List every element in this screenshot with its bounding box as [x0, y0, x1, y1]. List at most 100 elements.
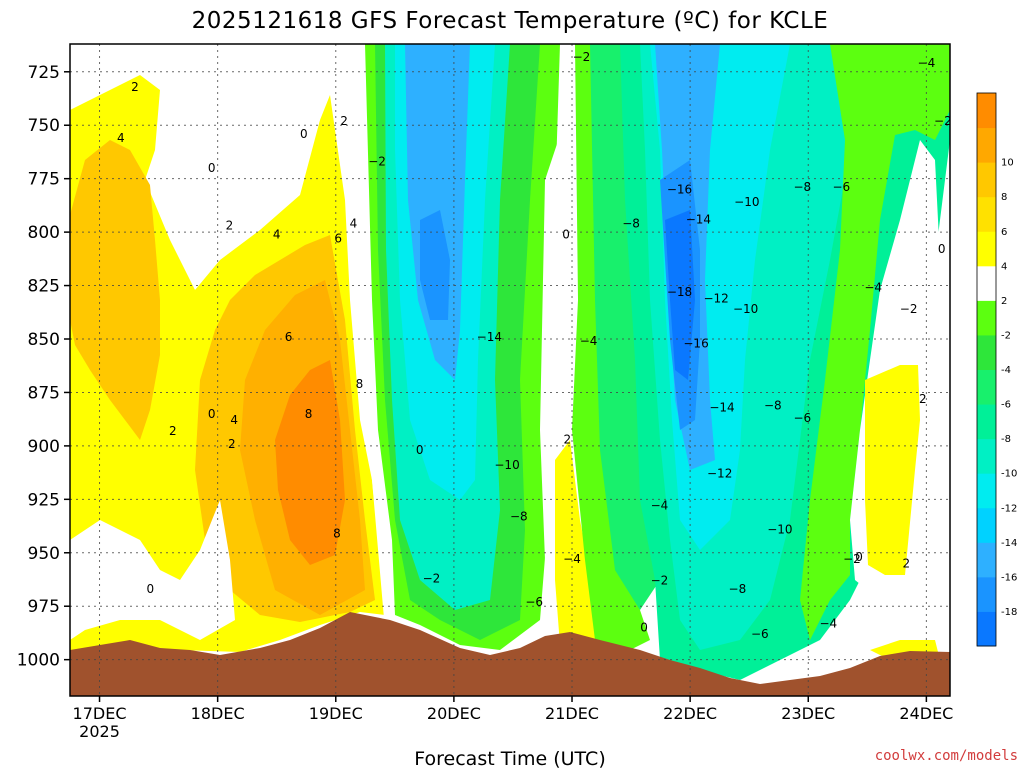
- contour-label: −8: [622, 217, 640, 231]
- colorbar-swatch: [977, 265, 996, 301]
- x-axis-label: Forecast Time (UTC): [414, 748, 605, 768]
- contour-label: 2: [340, 114, 348, 128]
- y-tick-label: 725: [28, 63, 60, 83]
- contour-label: −4: [651, 499, 669, 513]
- contour-label: −4: [819, 616, 837, 630]
- contour-label: −18: [667, 285, 692, 299]
- y-tick-label: 750: [28, 116, 60, 136]
- contour-label: 0: [562, 227, 570, 241]
- y-tick-label: 900: [28, 437, 60, 457]
- contour-label: 6: [285, 330, 293, 344]
- contour-label: −16: [683, 336, 708, 350]
- y-tick-label: 975: [28, 597, 60, 617]
- contour-label: −12: [703, 291, 728, 305]
- colorbar-swatch: [977, 542, 996, 578]
- y-tick-label: 925: [28, 490, 60, 510]
- contour-label: −6: [793, 411, 811, 425]
- contour-label: 8: [356, 377, 364, 391]
- contour-label: −8: [510, 509, 528, 523]
- colorbar-swatch: [977, 334, 996, 370]
- contour-label: −12: [707, 467, 732, 481]
- region-cold-blue: [420, 210, 450, 320]
- contour-label: −6: [832, 180, 850, 194]
- contour-label: −4: [864, 281, 882, 295]
- contour-label: 4: [273, 227, 281, 241]
- contour-label: −2: [573, 50, 591, 64]
- x-tick-label: 21DEC: [545, 704, 599, 723]
- region-deep-cold-6: [665, 210, 695, 380]
- colorbar-tick-label: -8: [1001, 434, 1011, 445]
- contour-label: −2: [843, 552, 861, 566]
- colorbar-tick-label: -14: [1001, 538, 1017, 549]
- colorbar-tick-label: -12: [1001, 503, 1017, 514]
- contour-label: −4: [580, 334, 598, 348]
- region-late-green: [800, 44, 950, 640]
- colorbar-tick-label: 8: [1001, 192, 1007, 203]
- y-axis: 725 750 775 800 825 850 875 900 925 950 975 1000: [17, 63, 70, 671]
- contour-label: −8: [764, 398, 782, 412]
- colorbar-tick-label: -2: [1001, 330, 1011, 341]
- contour-label: 0: [147, 582, 155, 596]
- x-tick-label: 23DEC: [781, 704, 835, 723]
- contour-label: −2: [934, 114, 952, 128]
- contour-label: −2: [423, 571, 441, 585]
- contour-label: 2: [919, 392, 927, 406]
- colorbar-swatch: [977, 611, 996, 647]
- colorbar-swatch: [977, 404, 996, 440]
- contour-label: 2: [131, 80, 139, 94]
- grid-lines: [70, 44, 950, 696]
- region-warm-8c: [275, 360, 345, 565]
- region-near-zero-early: [70, 500, 235, 640]
- chart-title: 2025121618 GFS Forecast Temperature (ºC)…: [192, 8, 829, 34]
- contour-label: −10: [733, 302, 758, 316]
- colorbar-tick-label: -10: [1001, 469, 1017, 480]
- contour-label: 2: [226, 219, 234, 233]
- colorbar-tick-label: -16: [1001, 572, 1017, 583]
- contour-label: −16: [667, 182, 692, 196]
- x-tick-label: 24DEC: [899, 704, 953, 723]
- contour-label: 4: [117, 131, 125, 145]
- colorbar-tick-label: -4: [1001, 365, 1011, 376]
- contour-label: −14: [709, 400, 734, 414]
- colorbar-tick-label: -18: [1001, 607, 1017, 618]
- colorbar-swatch: [977, 507, 996, 543]
- colorbar-swatch: [977, 576, 996, 612]
- colorbar-tick-label: -6: [1001, 400, 1011, 411]
- x-tick-label: 20DEC: [427, 704, 481, 723]
- contour-label: 2: [169, 424, 177, 438]
- contour-label: 0: [300, 127, 308, 141]
- contour-label: −4: [563, 552, 581, 566]
- colorbar-swatch: [977, 473, 996, 509]
- contour-label: −4: [918, 56, 936, 70]
- colorbar-swatch: [977, 127, 996, 163]
- x-tick-sublabel: 2025: [79, 722, 120, 741]
- y-tick-label: 875: [28, 383, 60, 403]
- x-tick-label: 18DEC: [191, 704, 245, 723]
- y-tick-label: 775: [28, 170, 60, 190]
- contour-label: 0: [953, 454, 961, 468]
- contour-label: 4: [230, 413, 238, 427]
- contour-label: 4: [350, 217, 358, 231]
- contour-label: 2: [563, 432, 571, 446]
- contour-label: 2: [228, 437, 236, 451]
- contour-label: −2: [651, 574, 669, 588]
- y-tick-label: 1000: [17, 651, 60, 671]
- y-tick-label: 825: [28, 277, 60, 297]
- colorbar-swatch: [977, 369, 996, 405]
- contour-label: −14: [477, 330, 502, 344]
- x-tick-label: 22DEC: [663, 704, 717, 723]
- x-tick-label: 19DEC: [309, 704, 363, 723]
- contour-label: −6: [525, 595, 543, 609]
- contour-label: 6: [334, 232, 342, 246]
- contour-label: 0: [416, 443, 424, 457]
- contour-label: −10: [734, 195, 759, 209]
- contour-label: −2: [368, 155, 386, 169]
- region-late-yellow: [865, 365, 920, 575]
- colorbar-tick-label: 2: [1001, 296, 1007, 307]
- colorbar-tick-label: 4: [1001, 261, 1007, 272]
- colorbar-swatch: [977, 231, 996, 267]
- contour-label: 0: [208, 407, 216, 421]
